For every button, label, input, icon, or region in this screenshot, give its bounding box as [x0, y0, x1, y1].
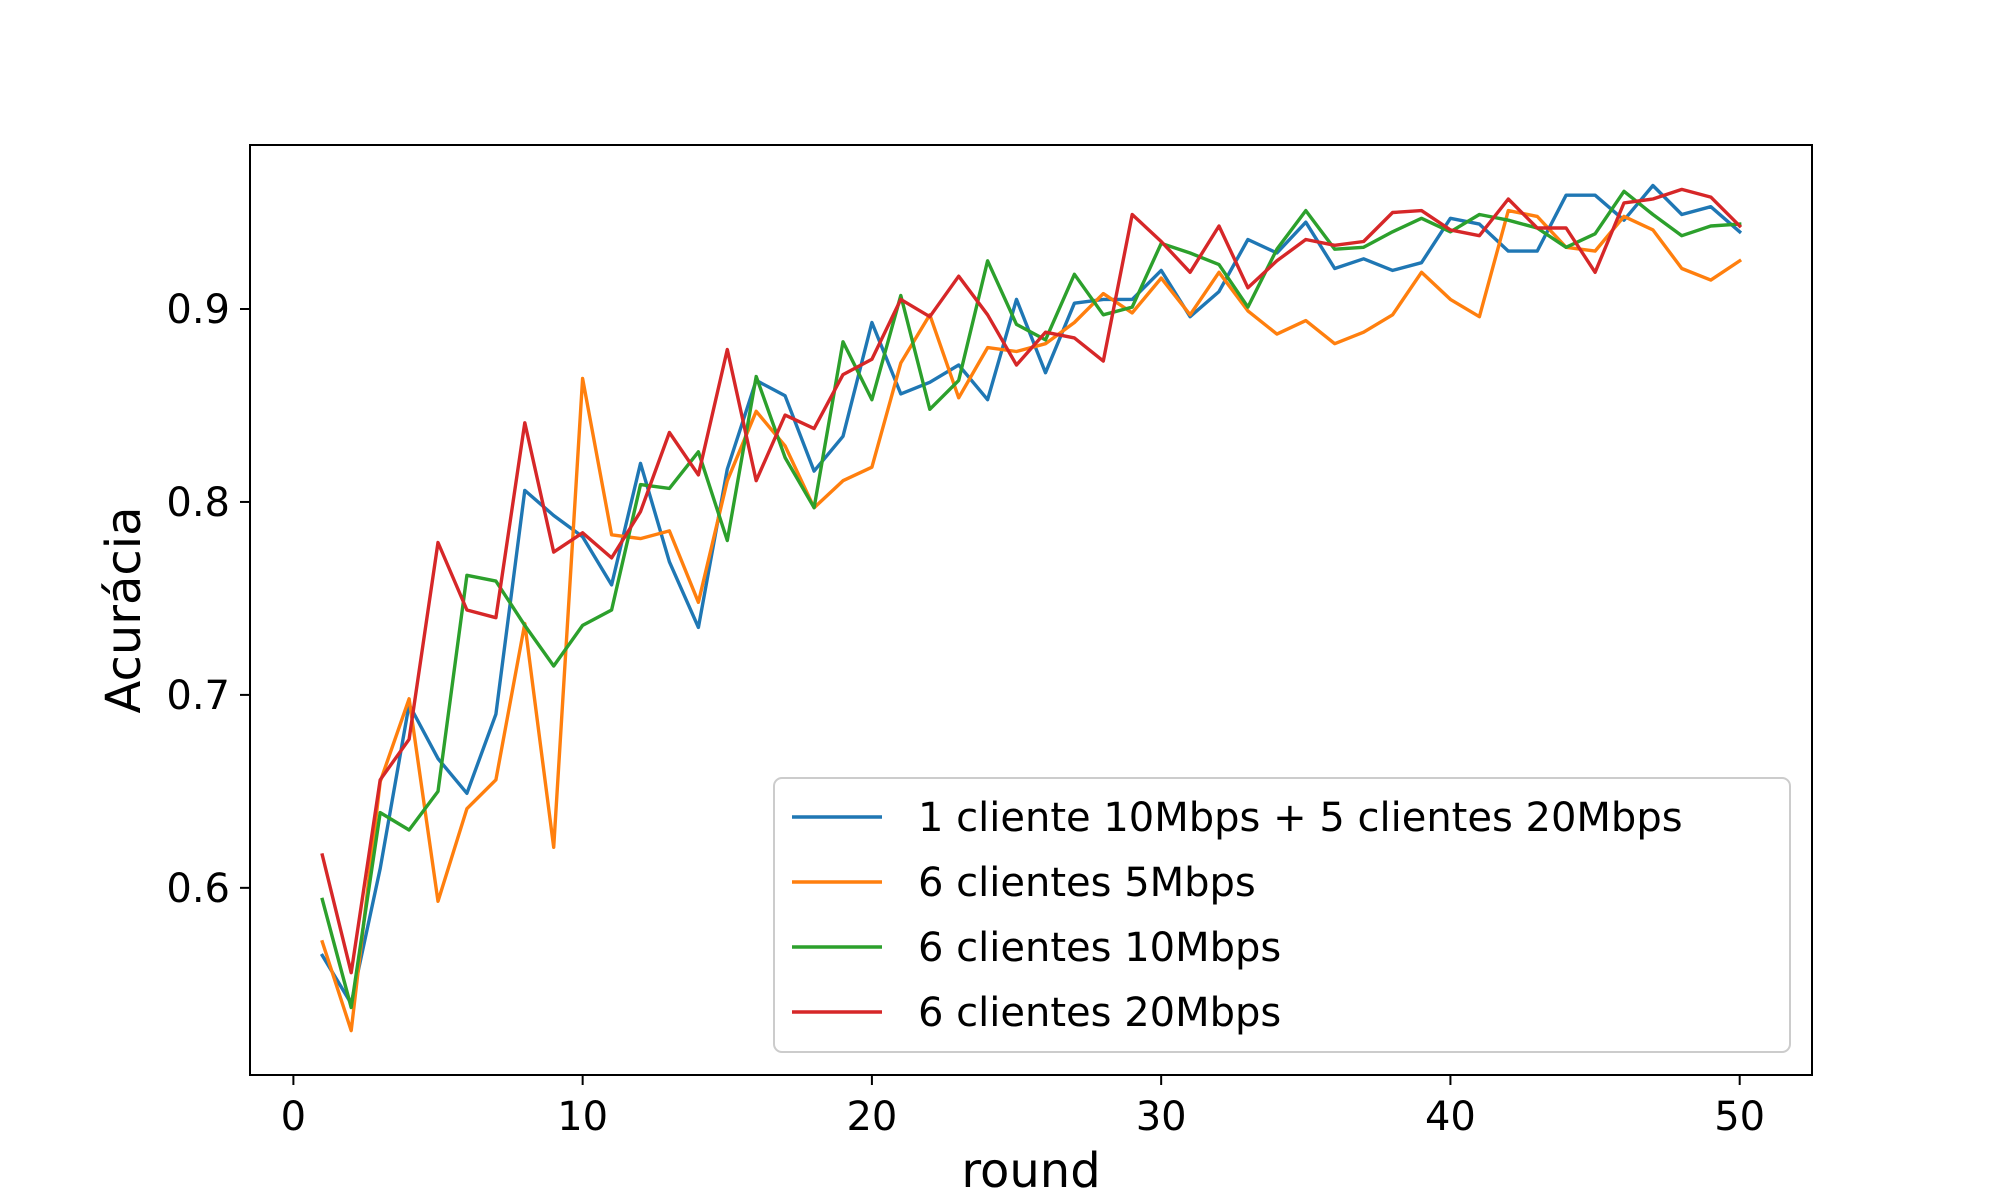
- legend-box: [773, 777, 1791, 1053]
- x-axis-label: round: [961, 1143, 1100, 1199]
- legend: 1 cliente 10Mbps + 5 clientes 20Mbps 6 cl…: [773, 777, 1791, 1053]
- y-tick-label: 0.9: [166, 287, 230, 333]
- x-tick-label: 0: [281, 1094, 306, 1140]
- y-tick-label: 0.6: [166, 866, 230, 912]
- x-tick-label: 30: [1136, 1094, 1187, 1140]
- x-tick-label: 50: [1714, 1094, 1765, 1140]
- legend-label: 1 cliente 10Mbps + 5 clientes 20Mbps: [918, 795, 1683, 841]
- series-line-3: [320, 189, 1742, 1010]
- y-axis-label: Acurácia: [96, 506, 152, 713]
- series-layer: [319, 183, 1743, 1033]
- x-tick-label: 20: [846, 1094, 897, 1140]
- legend-label: 6 clientes 20Mbps: [918, 990, 1281, 1036]
- y-tick-label: 0.8: [166, 480, 230, 526]
- series-line-4: [320, 187, 1743, 975]
- legend-label: 6 clientes 5Mbps: [918, 860, 1256, 906]
- x-axis: 0 10 20 30 40 50: [281, 1075, 1765, 1140]
- legend-label: 6 clientes 10Mbps: [918, 925, 1281, 971]
- y-axis: 0.6 0.7 0.8 0.9: [166, 287, 250, 912]
- x-tick-label: 40: [1425, 1094, 1476, 1140]
- x-tick-label: 10: [557, 1094, 608, 1140]
- plot-frame: [249, 144, 1813, 1076]
- y-tick-label: 0.7: [166, 673, 230, 719]
- series-line-1: [319, 183, 1743, 1006]
